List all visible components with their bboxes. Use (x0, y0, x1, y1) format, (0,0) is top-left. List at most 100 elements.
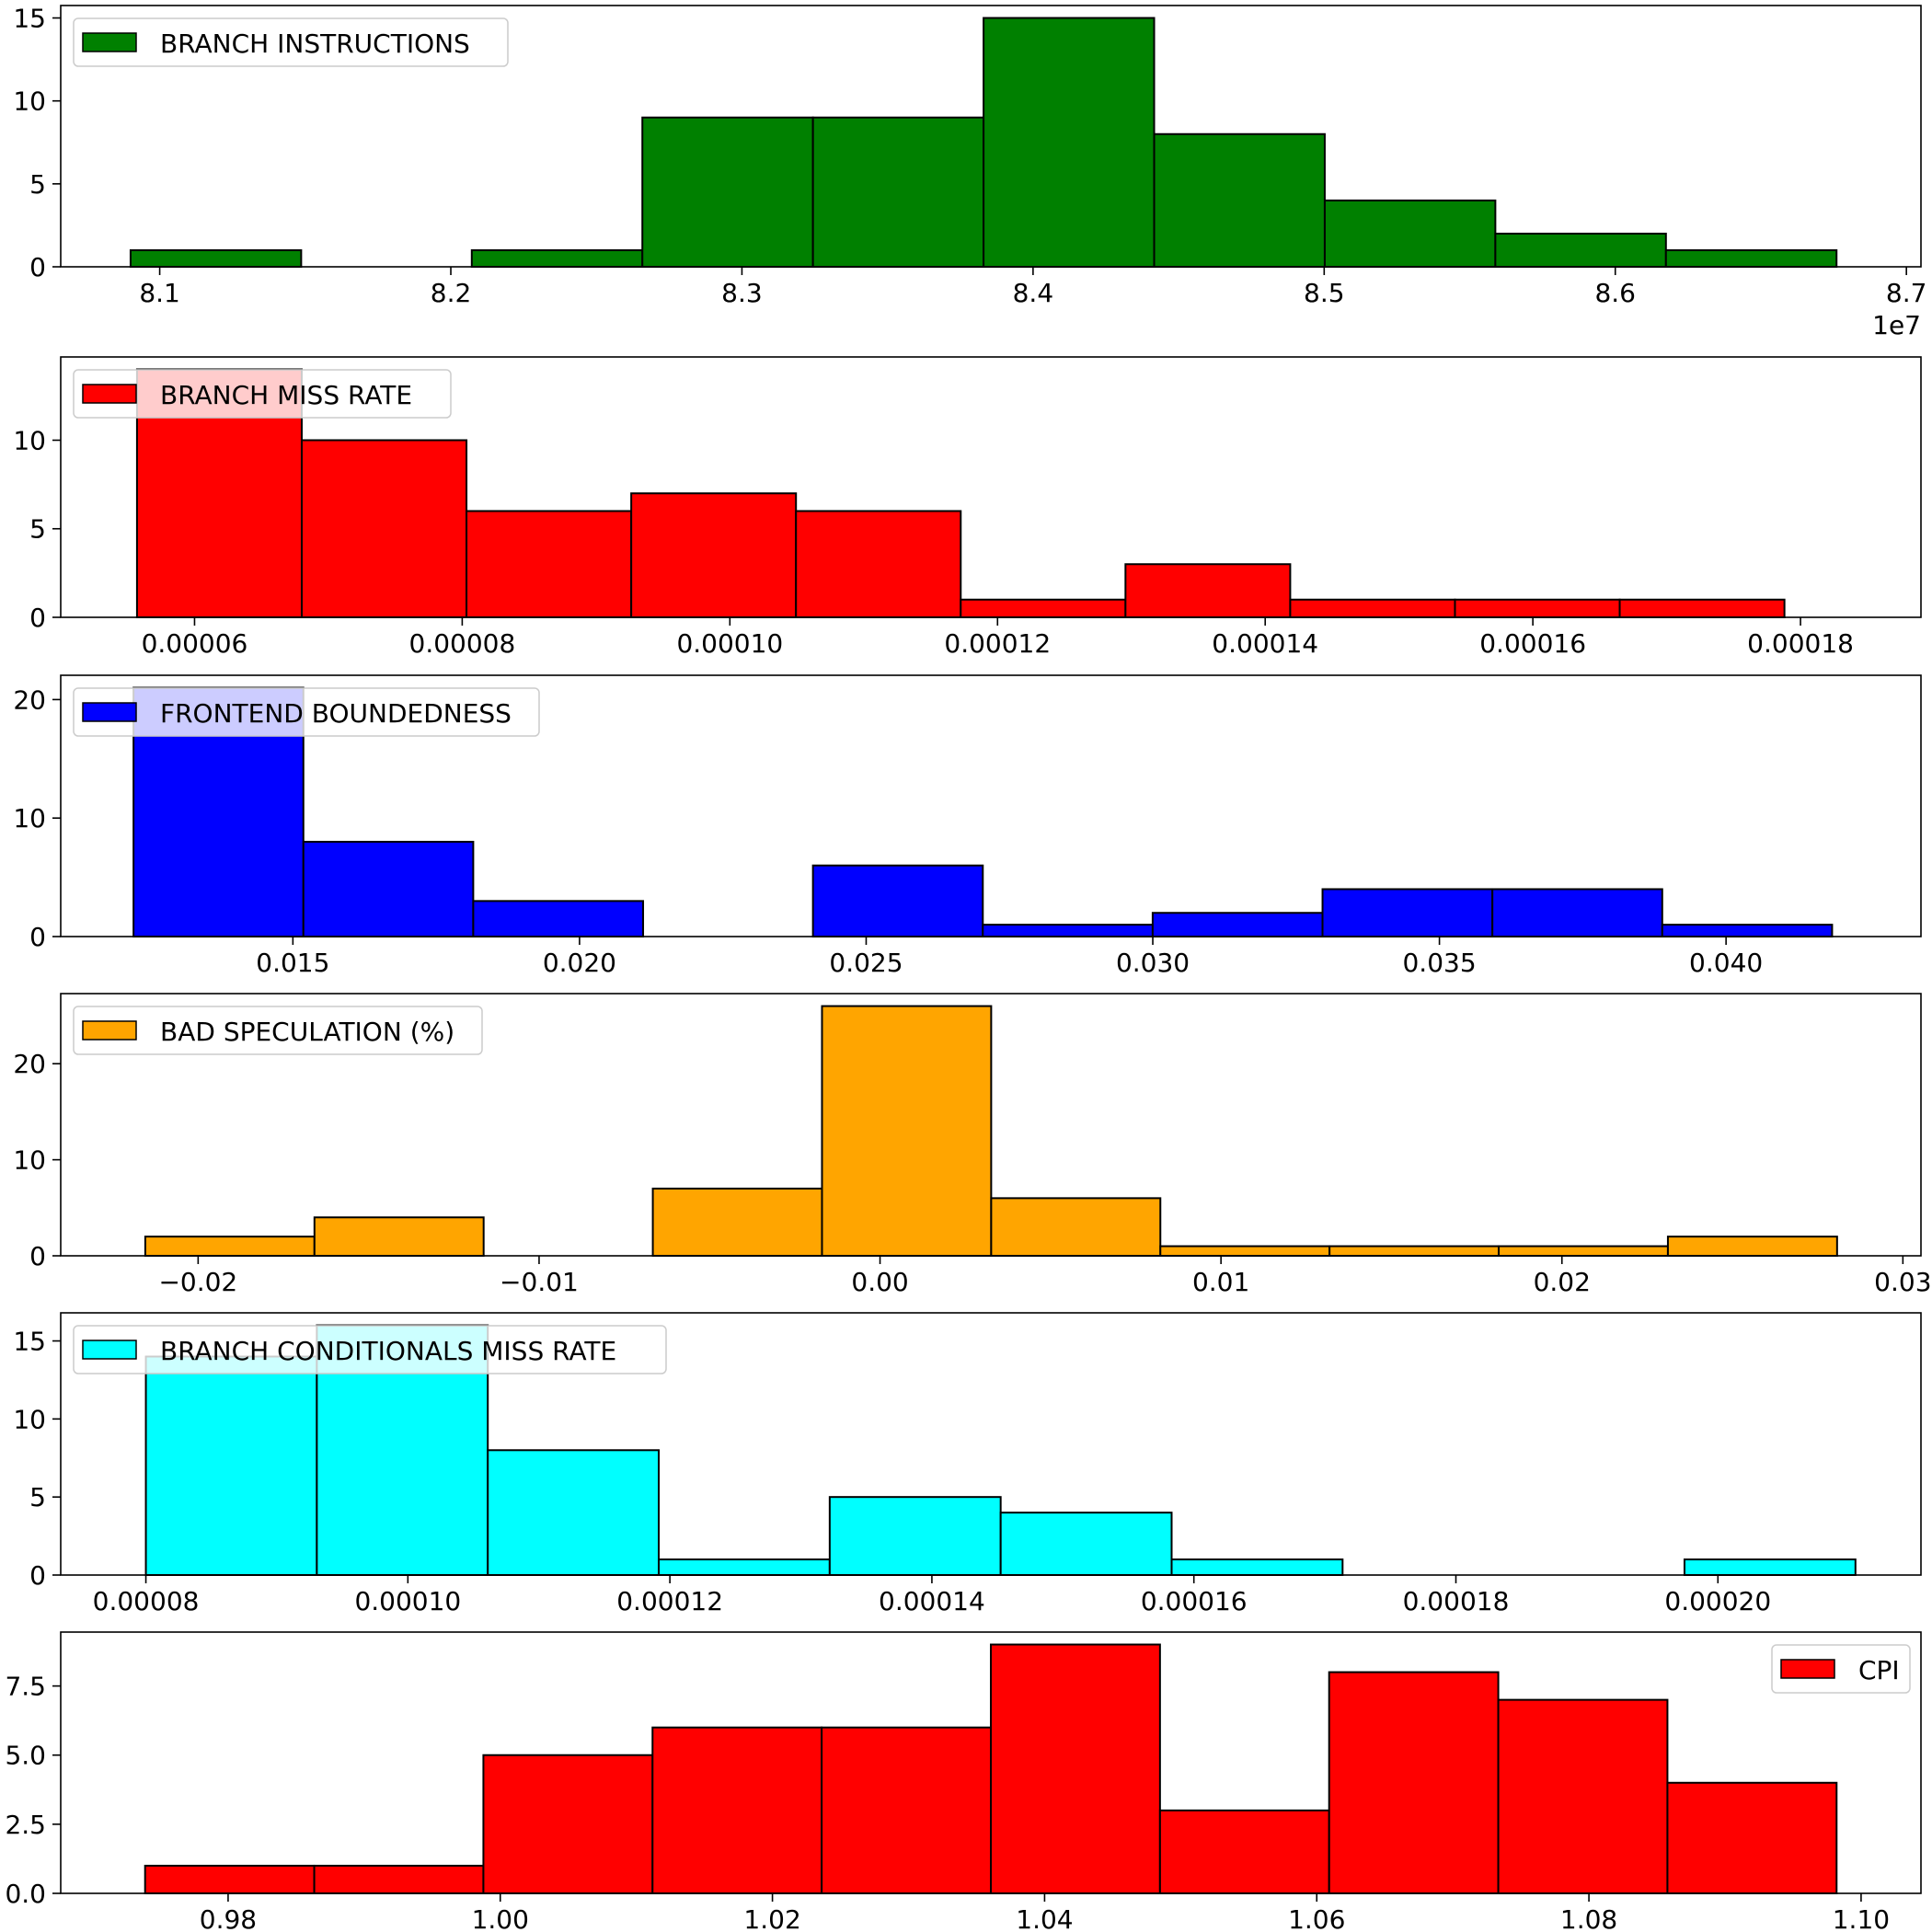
x-tick-label: 0.00016 (1479, 628, 1586, 659)
histogram-bar (487, 1449, 661, 1577)
histogram-bar (1328, 1671, 1500, 1894)
histogram-bar (1494, 232, 1667, 268)
legend-box (73, 1006, 483, 1055)
x-tick-label: 8.1 (139, 278, 180, 308)
x-tick-label: 0.00008 (93, 1586, 200, 1616)
x-tick-label: 0.02 (1534, 1267, 1591, 1297)
x-tick-label: 8.4 (1013, 278, 1054, 308)
axes-frame (60, 993, 1922, 1257)
x-tick-label: 0.01 (1192, 1267, 1249, 1297)
x-tick-label: 0.020 (543, 948, 616, 978)
x-tick-label: 8.7 (1886, 278, 1927, 308)
x-tick-label: 8.2 (431, 278, 472, 308)
histogram-bar (1170, 1558, 1344, 1577)
y-tick-label: 5 (29, 169, 46, 200)
y-tick-label: 20 (13, 684, 46, 715)
y-tick-label: 0 (29, 1241, 46, 1271)
histogram-bar (1454, 598, 1621, 618)
x-tick-label: 0.025 (829, 948, 903, 978)
histogram-bar (300, 439, 468, 619)
y-tick-label: 20 (13, 1049, 46, 1079)
y-tick-label: 5 (29, 514, 46, 545)
axes-frame (60, 356, 1922, 618)
histogram-bar (313, 1864, 485, 1895)
x-tick-label: 8.6 (1594, 278, 1636, 308)
histogram-bar (641, 116, 814, 269)
x-tick-label: 0.00006 (142, 628, 248, 659)
histogram-bar (482, 1754, 654, 1895)
legend-swatch (82, 1340, 137, 1360)
x-tick-label: 8.3 (721, 278, 763, 308)
x-tick-label: 0.03 (1874, 1267, 1931, 1297)
y-tick-label: 10 (13, 1404, 46, 1434)
histogram-bar (630, 492, 798, 618)
x-tick-label: 8.5 (1304, 278, 1345, 308)
y-tick-label: 15 (13, 4, 46, 34)
x-tick-label: 0.00012 (944, 628, 1051, 659)
histogram-bar (144, 1355, 318, 1576)
y-tick-label: 15 (13, 1327, 46, 1357)
histogram-bar (1497, 1698, 1669, 1895)
axes-frame (60, 1312, 1922, 1576)
legend-swatch (82, 702, 137, 722)
legend: FRONTEND BOUNDEDNESS (73, 687, 540, 737)
x-tick-label: 0.00010 (354, 1586, 461, 1616)
histogram-bar (811, 116, 985, 269)
legend: BRANCH MISS RATE (73, 369, 452, 419)
histogram-bar (1153, 132, 1326, 268)
histogram-bar (651, 1187, 823, 1258)
legend-label: BRANCH CONDITIONALS MISS RATE (160, 1336, 616, 1366)
legend-label: CPI (1858, 1655, 1900, 1685)
x-tick-label: 1.10 (1833, 1904, 1890, 1932)
x-tick-label: 1.08 (1560, 1904, 1617, 1932)
histogram-bar (1666, 1781, 1838, 1894)
histogram-bar (1321, 888, 1494, 937)
x-tick-label: 0.00010 (676, 628, 783, 659)
x-tick-label: 0.00016 (1141, 1586, 1248, 1616)
histogram-bar (129, 248, 303, 269)
axes-frame (60, 674, 1922, 937)
histogram-bar (302, 840, 475, 937)
legend-label: BAD SPECULATION (%) (160, 1017, 454, 1047)
histogram-bar (983, 17, 1156, 269)
y-tick-label: 10 (13, 86, 46, 117)
histogram-bar (658, 1558, 831, 1577)
histogram-bar (990, 1643, 1161, 1894)
histogram-bar (651, 1726, 823, 1894)
legend-swatch (82, 1020, 137, 1041)
x-tick-label: 0.030 (1116, 948, 1190, 978)
subplot-5: 0.00008 0.00010 0.00012 0.00014 0.00016 0.000… (13, 1312, 1922, 1616)
subplot-6: 0.98 1.00 1.02 1.04 1.06 1.08 1.10 0.0 2.5 5.0 7.5… (5, 1631, 1922, 1932)
subplot-3: 0.015 0.020 0.025 0.030 0.035 0.040 0 10 20 FRONT… (13, 674, 1922, 978)
x-offset-label: 1e7 (1872, 310, 1921, 340)
y-tick-label: 7.5 (5, 1672, 46, 1702)
axes-frame (60, 1631, 1922, 1894)
y-tick-label: 0 (29, 922, 46, 952)
x-tick-label: 1.00 (472, 1904, 529, 1932)
legend-swatch (82, 32, 137, 52)
histogram-bar (821, 1005, 993, 1257)
x-tick-label: 1.02 (743, 1904, 800, 1932)
y-tick-label: 5 (29, 1482, 46, 1512)
legend: CPI (1771, 1644, 1911, 1694)
legend-box (73, 687, 540, 737)
histogram-bar (795, 510, 962, 619)
histogram-bar (821, 1726, 992, 1894)
axes-frame (60, 5, 1922, 268)
histogram-bar (828, 1496, 1002, 1577)
histogram-bar (313, 1216, 485, 1257)
histogram-bar (960, 598, 1127, 618)
histogram-bar (144, 1864, 316, 1895)
y-tick-label: 0 (29, 1560, 46, 1591)
x-tick-label: 0.00018 (1403, 1586, 1510, 1616)
x-tick-label: 0.98 (200, 1904, 257, 1932)
legend-label: BRANCH MISS RATE (160, 380, 412, 410)
histogram-bar (1289, 598, 1456, 618)
legend-box (73, 369, 452, 419)
legend-box (73, 1325, 667, 1374)
x-tick-label: 0.035 (1402, 948, 1476, 978)
histogram-bar (1683, 1558, 1857, 1577)
subplot-4: −0.02 −0.01 0.00 0.01 0.02 0.03 0 10 20 BAD SPECU… (13, 993, 1932, 1297)
legend-swatch (82, 384, 137, 404)
